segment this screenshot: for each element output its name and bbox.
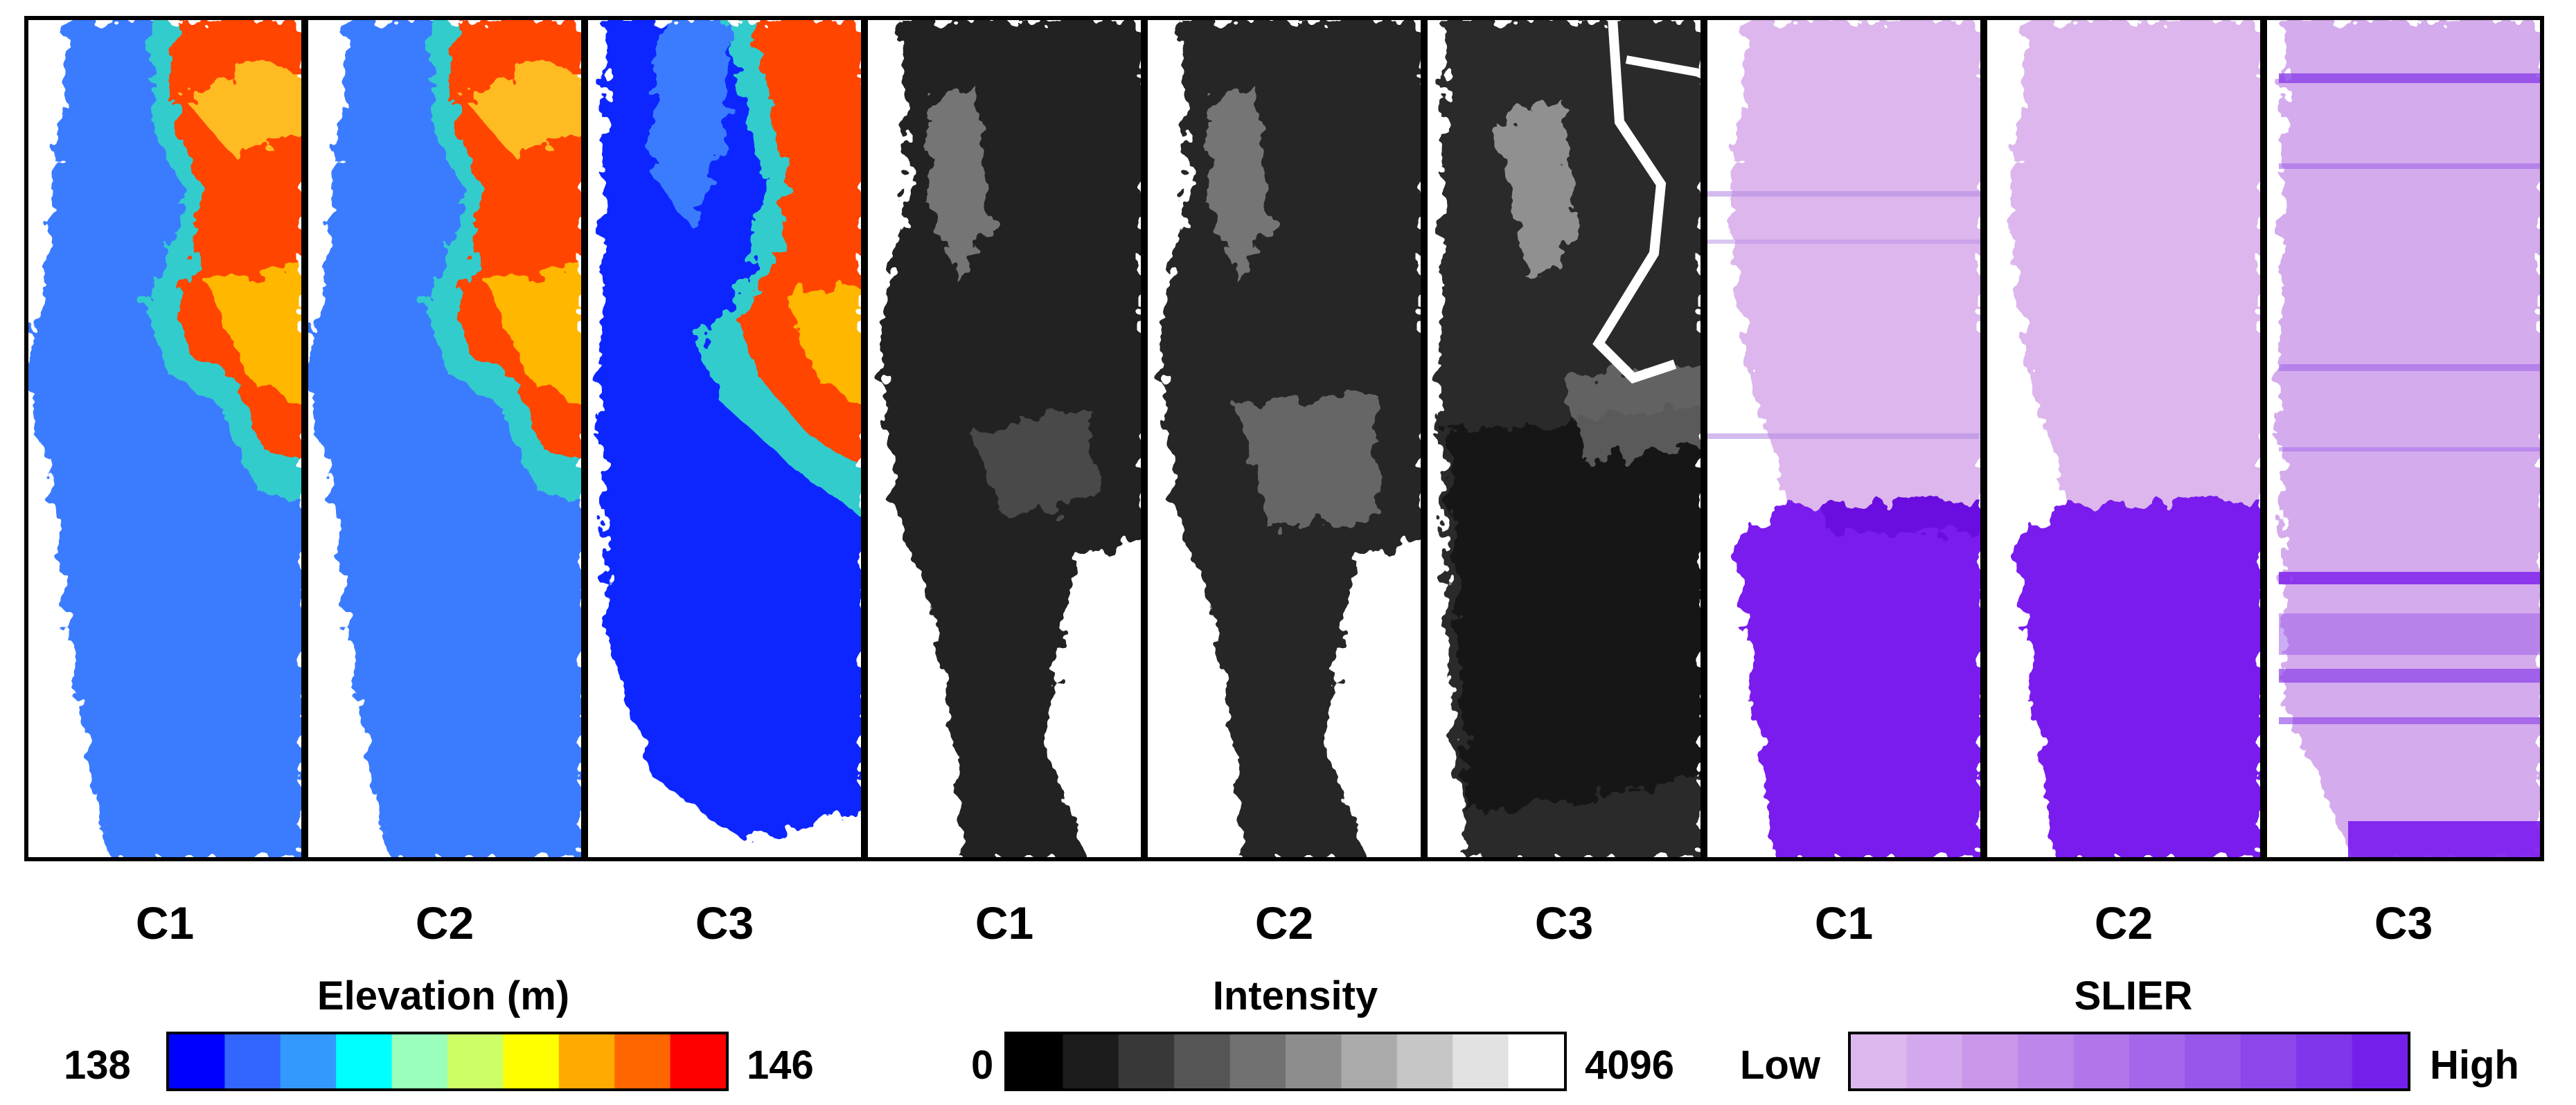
panel-grid [24,16,2544,861]
elevation-swatch [336,1034,393,1088]
panel-intensity-c3 [1423,16,1705,861]
slier-max-label: High [2430,1043,2519,1088]
intensity-swatch [1453,1034,1509,1088]
elevation-swatch [558,1034,615,1088]
intensity-colorbar [1004,1032,1567,1091]
slier-swatch [2129,1034,2185,1088]
slier-swatch [2073,1034,2130,1088]
intensity-swatch [1286,1034,1342,1088]
panel-label-slier-c1: C1 [1814,897,1874,949]
intensity-max-label: 4096 [1585,1043,1675,1088]
panel-label-slier-c3: C3 [2374,897,2433,949]
slier-swatch [2018,1034,2075,1088]
elevation-swatch [169,1034,225,1088]
intensity-min-label: 0 [971,1043,994,1088]
slier-colorbar [1848,1032,2410,1091]
slier-swatch [1851,1034,1907,1088]
intensity-swatch [1174,1034,1231,1088]
panel-label-intensity-c3: C3 [1534,897,1594,949]
intensity-colorbar-title: Intensity [1212,973,1378,1018]
panel-elevation-c3 [584,16,865,861]
intensity-swatch [1063,1034,1119,1088]
elevation-min-label: 138 [64,1043,131,1088]
intensity-swatch [1229,1034,1286,1088]
elevation-colorbar-border [166,1032,729,1091]
panel-intensity-c2 [1144,16,1425,861]
panel-label-elevation-c1: C1 [135,897,195,949]
elevation-swatch [224,1034,281,1088]
elevation-swatch [447,1034,504,1088]
elevation-swatch [391,1034,448,1088]
slier-colorbar-border [1848,1032,2410,1091]
elevation-swatch [503,1034,560,1088]
panel-slier-c1 [1703,16,1984,861]
slier-swatch [1962,1034,2018,1088]
slier-min-label: Low [1740,1043,1820,1088]
panel-label-elevation-c3: C3 [695,897,754,949]
intensity-colorbar-border [1004,1032,1567,1091]
intensity-swatch [1007,1034,1063,1088]
intensity-swatch [1508,1034,1565,1088]
intensity-swatch [1118,1034,1175,1088]
panel-label-elevation-c2: C2 [415,897,474,949]
slier-swatch [1906,1034,1963,1088]
slier-swatch [2352,1034,2408,1088]
elevation-swatch [614,1034,671,1088]
elevation-max-label: 146 [747,1043,814,1088]
panel-elevation-c1 [24,16,305,861]
elevation-swatch [670,1034,727,1088]
slier-swatch [2296,1034,2353,1088]
slier-colorbar-title: SLIER [2074,973,2193,1018]
intensity-swatch [1396,1034,1453,1088]
panel-elevation-c2 [304,16,585,861]
panel-slier-c3 [2263,16,2544,861]
elevation-colorbar-title: Elevation (m) [317,973,570,1018]
panel-slier-c2 [1983,16,2264,861]
elevation-colorbar [166,1032,729,1091]
panel-label-slier-c2: C2 [2094,897,2153,949]
slier-swatch [2185,1034,2241,1088]
intensity-swatch [1341,1034,1398,1088]
panel-intensity-c1 [864,16,1145,861]
slier-swatch [2240,1034,2297,1088]
elevation-swatch [280,1034,337,1088]
panel-label-intensity-c2: C2 [1254,897,1314,949]
panel-label-intensity-c1: C1 [975,897,1034,949]
